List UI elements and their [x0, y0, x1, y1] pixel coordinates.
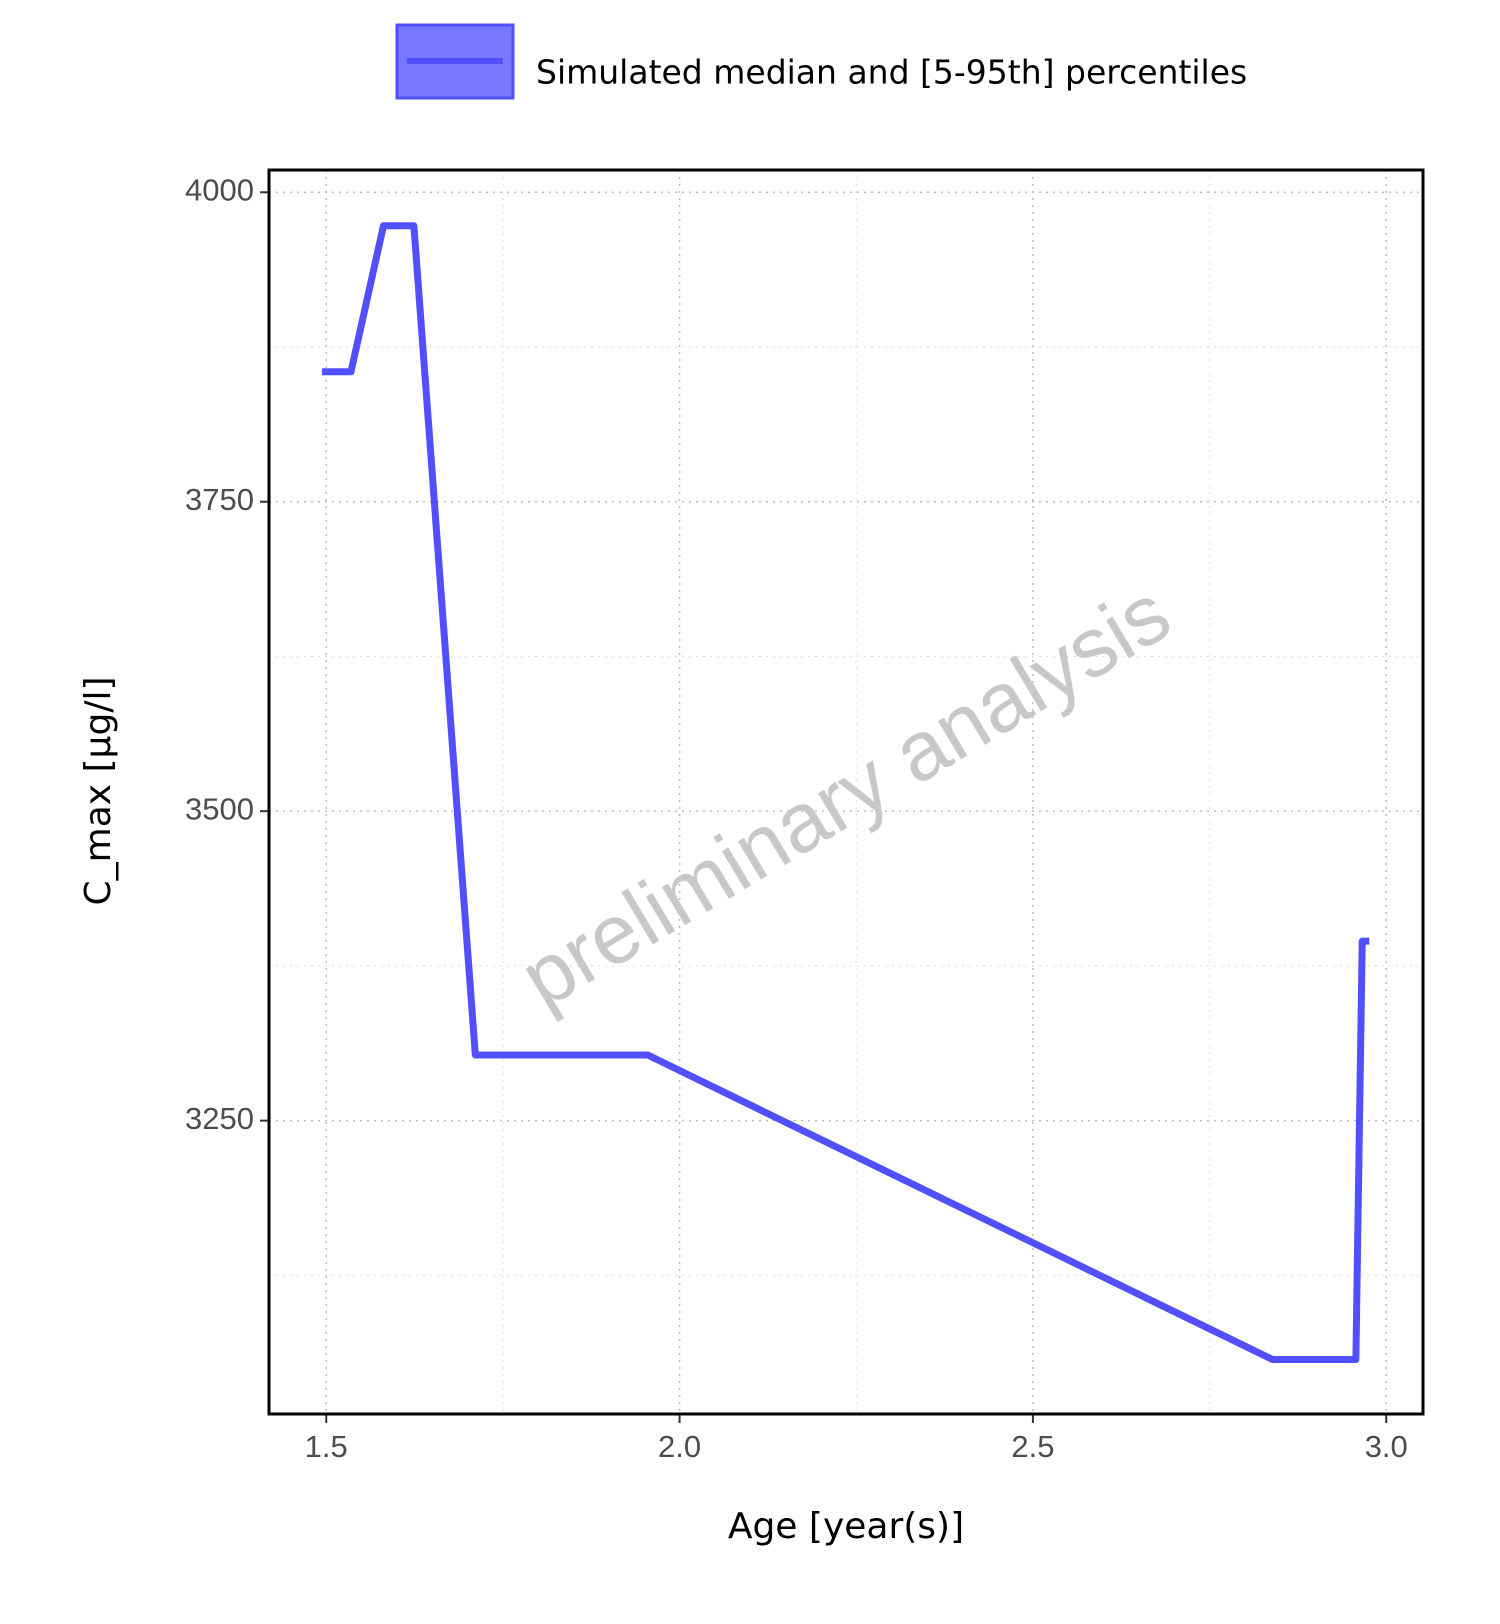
- y-tick-label: 3500: [185, 791, 254, 826]
- plot-frame: [267, 168, 1425, 1416]
- y-tick-label: 3250: [185, 1101, 254, 1136]
- x-tick-label: 2.0: [658, 1429, 701, 1464]
- x-tick-label: 3.0: [1365, 1429, 1408, 1464]
- x-tick-label: 2.5: [1011, 1429, 1054, 1464]
- y-tick-label: 3750: [185, 482, 254, 517]
- watermark: preliminary analysis: [505, 565, 1186, 1025]
- legend-label: Simulated median and [5-95th] percentile…: [536, 53, 1247, 92]
- x-axis-title: Age [year(s)]: [728, 1506, 964, 1547]
- data-line: [322, 222, 1370, 1364]
- y-tick-label: 4000: [185, 172, 254, 207]
- x-tick-label: 1.5: [305, 1429, 348, 1464]
- legend: Simulated median and [5-95th] percentile…: [395, 23, 1247, 100]
- y-axis-title: C_max [µg/l]: [78, 677, 119, 906]
